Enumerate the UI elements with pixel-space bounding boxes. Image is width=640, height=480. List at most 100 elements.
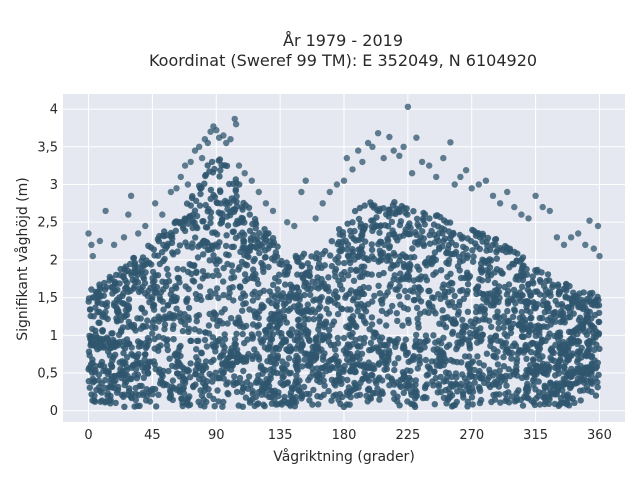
data-point [165, 277, 173, 285]
data-point [437, 340, 445, 347]
data-point [188, 244, 196, 251]
data-point [305, 316, 312, 323]
data-point [425, 287, 432, 295]
data-point [372, 377, 379, 384]
data-point [346, 331, 353, 339]
data-point [121, 377, 129, 384]
outlier-point [359, 158, 366, 166]
data-point [301, 356, 308, 363]
data-point [361, 202, 368, 209]
data-point [314, 393, 321, 400]
data-point [558, 300, 566, 308]
data-point [130, 321, 138, 329]
data-point [228, 243, 235, 251]
data-point [517, 396, 525, 403]
data-point [155, 391, 162, 398]
data-point [357, 313, 365, 320]
data-point [426, 231, 433, 239]
outlier-point [198, 154, 206, 162]
data-point [421, 339, 428, 346]
data-point [432, 310, 439, 317]
data-point [307, 308, 314, 316]
data-point [130, 254, 138, 262]
data-point [347, 259, 354, 267]
data-point [258, 259, 265, 267]
data-point [88, 286, 95, 293]
data-point [256, 249, 263, 257]
data-point [226, 180, 233, 188]
data-point [149, 268, 157, 276]
data-point [149, 319, 157, 326]
data-point [194, 224, 201, 232]
data-point [193, 361, 201, 368]
data-point [386, 336, 393, 344]
outlier-point [340, 177, 348, 184]
data-point [239, 307, 246, 314]
data-point [356, 204, 364, 212]
data-point [574, 351, 581, 358]
data-point [464, 398, 471, 405]
data-point [309, 278, 316, 285]
data-point [368, 217, 375, 224]
data-point [418, 273, 425, 280]
data-point [541, 292, 548, 299]
data-point [508, 355, 515, 362]
data-point [347, 393, 354, 401]
data-point [536, 276, 544, 284]
data-point [571, 297, 579, 305]
data-point [236, 181, 243, 188]
data-point [535, 348, 542, 355]
data-point [201, 403, 208, 410]
data-point [416, 346, 423, 353]
data-point [247, 237, 255, 245]
data-point [536, 401, 544, 408]
data-point [312, 335, 319, 342]
data-point [128, 271, 135, 278]
data-point [144, 317, 151, 324]
data-point [313, 365, 321, 372]
data-point [238, 388, 246, 396]
data-point [260, 366, 267, 373]
data-point [436, 245, 443, 253]
data-point [266, 330, 274, 338]
x-tick-label: 270 [459, 428, 484, 443]
x-tick-label: 135 [268, 428, 293, 443]
data-point [104, 315, 111, 323]
data-point [524, 286, 531, 293]
data-point [184, 268, 192, 276]
data-point [224, 222, 232, 229]
data-point [450, 320, 457, 327]
data-point [386, 382, 393, 389]
data-point [399, 322, 406, 329]
data-point [129, 276, 136, 284]
data-point [456, 339, 464, 346]
data-point [421, 308, 429, 315]
data-point [177, 342, 184, 350]
data-point [273, 344, 280, 352]
data-point [148, 261, 155, 268]
data-point [251, 288, 258, 295]
data-point [393, 261, 401, 268]
data-point [523, 303, 530, 311]
data-point [468, 394, 476, 401]
data-point [164, 302, 172, 309]
data-point [565, 402, 573, 409]
data-point [281, 393, 288, 401]
data-point [207, 219, 214, 227]
data-point [450, 358, 457, 365]
data-point [414, 239, 422, 246]
data-point [157, 376, 165, 384]
data-point [306, 272, 313, 280]
data-point [294, 294, 301, 301]
data-point [376, 396, 383, 403]
data-point [344, 376, 351, 384]
data-point [474, 353, 481, 360]
data-point [292, 345, 300, 352]
data-point [172, 227, 179, 234]
data-point [278, 257, 285, 265]
data-point [409, 245, 416, 252]
data-point [321, 350, 328, 357]
data-point [181, 379, 189, 387]
data-point [197, 185, 204, 192]
data-point [542, 393, 549, 401]
